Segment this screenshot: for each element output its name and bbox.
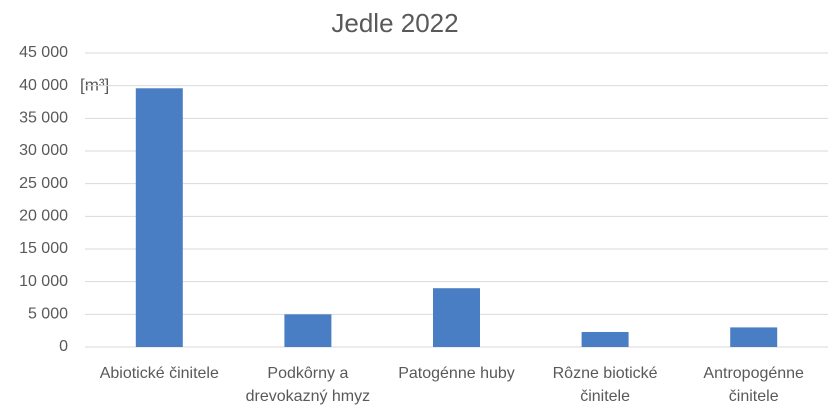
bar xyxy=(730,327,778,347)
y-axis-label: [m³] xyxy=(80,75,109,94)
y-tick-label: 5 000 xyxy=(28,306,68,323)
x-tick-label: Abiotické činitele xyxy=(100,365,219,382)
x-tick-label: Podkôrny a drevokazný hmyz xyxy=(246,365,371,405)
x-tick-label: Antropogénne činitele xyxy=(703,365,804,405)
y-tick-label: 10 000 xyxy=(19,273,68,290)
y-tick-label: 0 xyxy=(59,338,68,355)
x-tick-label: Patogénne huby xyxy=(398,365,515,382)
y-tick-label: 45 000 xyxy=(19,44,68,61)
y-tick-label: 25 000 xyxy=(19,175,68,192)
y-tick-label: 20 000 xyxy=(19,208,68,225)
y-tick-label: 30 000 xyxy=(19,142,68,159)
y-tick-label: 35 000 xyxy=(19,110,68,127)
y-tick-label: 15 000 xyxy=(19,240,68,257)
bar xyxy=(581,331,629,347)
bar xyxy=(433,288,480,347)
x-tick-label: Rôzne biotické činitele xyxy=(553,365,658,405)
y-tick-label: 40 000 xyxy=(19,77,68,94)
bar xyxy=(284,314,332,347)
chart-title: Jedle 2022 xyxy=(331,8,458,38)
bar xyxy=(135,88,183,347)
